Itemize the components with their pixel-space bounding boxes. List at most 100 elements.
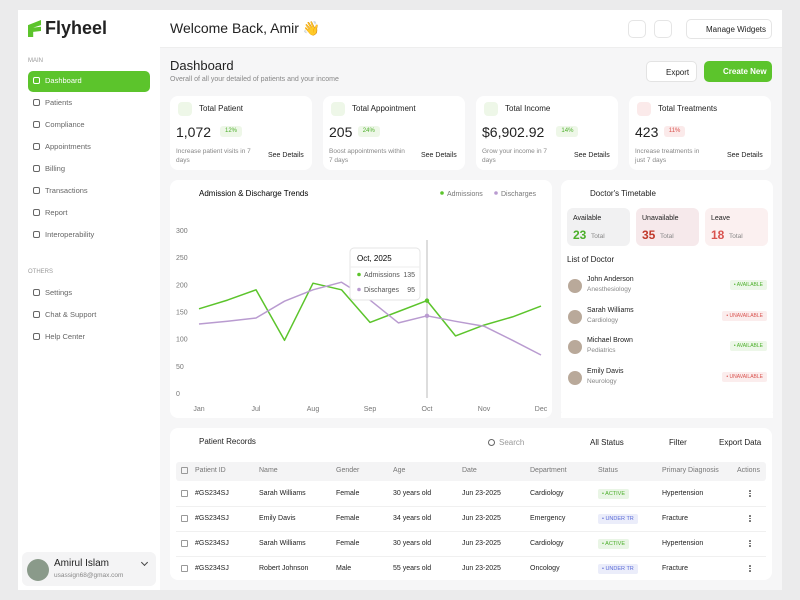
tooltip-swatch (357, 272, 361, 277)
summary-value: 23 (573, 228, 587, 242)
action-dot[interactable] (749, 565, 751, 567)
doctor-avatar (568, 340, 582, 354)
x-tick-label: Jul (252, 406, 261, 413)
checkbox[interactable] (181, 490, 188, 497)
summary-unit: Total (729, 233, 743, 240)
stat-card (629, 96, 771, 170)
export-data-button[interactable]: Export Data (719, 438, 762, 447)
icon (33, 289, 40, 296)
summary-box (567, 208, 630, 246)
nav-item[interactable]: Chat & Support (45, 310, 97, 319)
nav-item[interactable]: Compliance (45, 120, 85, 129)
tooltip-box (349, 247, 421, 301)
stat-icon (178, 102, 192, 116)
table-cell: Fracture (662, 515, 689, 522)
table-cell: #GS234SJ (195, 565, 229, 572)
action-dot[interactable] (749, 540, 751, 542)
action-dot (749, 545, 751, 547)
stat-icon (637, 102, 651, 116)
status-filter[interactable]: All Status (590, 438, 624, 447)
column-header: Gender (336, 467, 360, 474)
doctor-avatar (568, 309, 582, 324)
doctor-status: • UNAVAILABLE (722, 310, 767, 321)
status-pill: • ACTIVE (598, 489, 630, 499)
stat-title: Total Patient (199, 104, 244, 113)
row-divider (176, 531, 766, 532)
nav-item[interactable]: Help Center (45, 332, 86, 341)
nav-item[interactable]: Patients (45, 98, 73, 107)
action-dot[interactable] (749, 490, 751, 492)
table-card (170, 428, 772, 580)
export-button[interactable]: Export (646, 61, 697, 82)
header-bar (160, 10, 782, 48)
doctor-name: Michael Brown (587, 337, 633, 344)
nav-item[interactable]: Transactions (45, 186, 88, 195)
doctor-specialty: Neurology (587, 377, 617, 385)
stat-change: 14% (556, 126, 579, 137)
nav-item[interactable]: Dashboard (45, 76, 82, 85)
brand: Flyheel (45, 18, 108, 38)
summary-label: Unavailable (642, 215, 679, 222)
row-divider (176, 506, 766, 507)
column-header: Date (462, 467, 477, 474)
nav-item[interactable]: Appointments (45, 142, 91, 151)
doctor-avatar (568, 279, 582, 293)
action-dot (749, 570, 751, 572)
column-header: Patient ID (195, 467, 226, 474)
stat-value: 1,072 (176, 124, 212, 140)
table-cell: #GS234SJ (195, 515, 229, 522)
stat-link[interactable]: See Details (574, 152, 610, 159)
action-dot (749, 567, 751, 570)
hover-point (424, 298, 430, 303)
stat-icon (331, 102, 345, 116)
doctor-specialty: Cardiology (587, 316, 619, 324)
y-tick-label: 250 (176, 255, 188, 262)
table-cell: Cardiology (530, 540, 564, 547)
icon (33, 77, 40, 84)
bell-button[interactable] (654, 20, 672, 38)
icon (33, 99, 40, 106)
stat-link[interactable]: See Details (268, 152, 304, 159)
stat-card (323, 96, 465, 170)
x-tick-label: Jan (193, 406, 204, 413)
column-header: Status (598, 467, 618, 474)
stat-value: 205 (329, 124, 353, 140)
stat-card (476, 96, 618, 170)
icon (33, 165, 40, 172)
doctor-status: • UNAVAILABLE (722, 371, 767, 382)
nav-item[interactable]: Report (45, 208, 68, 217)
summary-box (636, 208, 699, 246)
nav-item[interactable]: Interoperability (45, 230, 95, 239)
checkbox[interactable] (181, 540, 188, 547)
summary-unit: Total (591, 233, 605, 240)
search-box[interactable]: Search (499, 438, 525, 447)
nav-item[interactable]: Billing (45, 164, 66, 173)
section-label: MAIN (28, 58, 43, 64)
action-dot[interactable] (749, 515, 751, 517)
y-tick-label: 200 (176, 282, 188, 289)
table-cell: Sarah Williams (259, 490, 306, 497)
sidebar (18, 10, 160, 590)
nav-item[interactable]: Settings (45, 288, 73, 297)
stat-icon (484, 102, 498, 116)
y-tick-label: 50 (176, 364, 184, 371)
manage-widgets[interactable]: Manage Widgets (686, 19, 772, 39)
user-avatar (27, 559, 49, 581)
stat-link[interactable]: See Details (727, 152, 763, 159)
checkbox[interactable] (181, 565, 188, 572)
stat-link[interactable]: See Details (421, 152, 457, 159)
stat-value: 423 (635, 124, 659, 140)
table-cell: #GS234SJ (195, 540, 229, 547)
summary-label: Leave (711, 215, 731, 222)
checkbox[interactable] (181, 467, 188, 474)
checkbox[interactable] (181, 515, 188, 522)
hover-point (424, 313, 430, 319)
x-tick-label: Dec (535, 406, 548, 413)
mail-button[interactable] (628, 20, 646, 38)
create-button[interactable]: Create New (704, 61, 772, 82)
x-tick-label: Oct (422, 406, 433, 413)
tooltip-label: Discharges (364, 287, 400, 294)
filter-button[interactable]: Filter (669, 438, 687, 447)
timetable-title: Doctor's Timetable (590, 189, 656, 198)
